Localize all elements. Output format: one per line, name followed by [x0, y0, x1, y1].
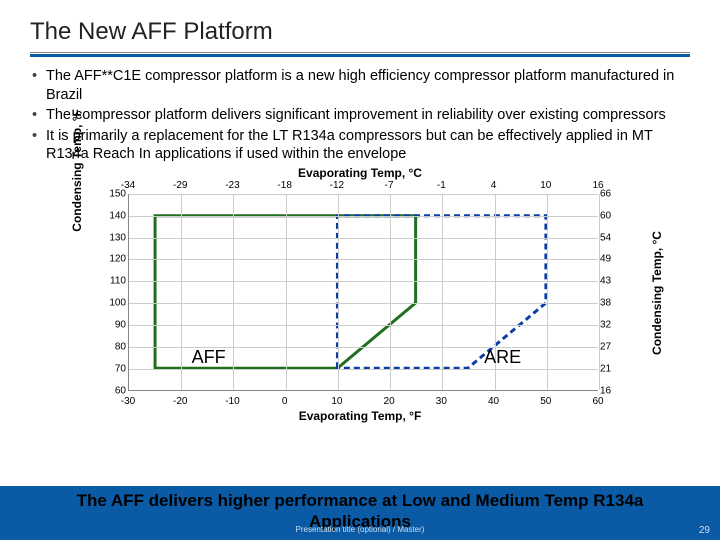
y-left-tick: 100 — [106, 298, 126, 309]
x-bottom-tick: 50 — [540, 396, 551, 407]
chart-y-right-title: Condensing Temp, °C — [650, 231, 664, 355]
x-bottom-tick: 20 — [384, 396, 395, 407]
x-bottom-tick: 30 — [436, 396, 447, 407]
x-top-tick: -23 — [225, 180, 239, 191]
y-right-tick: 38 — [600, 298, 618, 309]
gridline-v — [547, 194, 548, 390]
gridline-v — [442, 194, 443, 390]
footer-headline-line: The AFF delivers higher performance at L… — [18, 491, 702, 511]
bullet-item: The compressor platform delivers signifi… — [30, 106, 690, 125]
gridline-v — [599, 194, 600, 390]
y-right-tick: 43 — [600, 276, 618, 287]
y-right-tick: 54 — [600, 232, 618, 243]
x-bottom-tick: 60 — [592, 396, 603, 407]
gridline-h — [129, 303, 598, 304]
x-top-tick: -7 — [385, 180, 394, 191]
envelope-chart: Evaporating Temp, °C Condensing Temp, °F… — [80, 166, 640, 421]
chart-y-left-title: Condensing Temp, °F — [70, 109, 84, 232]
y-right-tick: 16 — [600, 385, 618, 396]
are-label: ARE — [484, 347, 521, 368]
y-left-tick: 90 — [106, 320, 126, 331]
x-top-tick: 16 — [592, 180, 603, 191]
x-bottom-tick: 40 — [488, 396, 499, 407]
page-number: 29 — [699, 525, 710, 536]
footer-meta: Presentation title (optional) / Master) — [0, 525, 720, 534]
y-left-tick: 130 — [106, 232, 126, 243]
x-top-tick: -12 — [330, 180, 344, 191]
x-top-tick: -1 — [437, 180, 446, 191]
x-bottom-tick: -30 — [121, 396, 135, 407]
x-top-tick: -34 — [121, 180, 135, 191]
gridline-h — [129, 259, 598, 260]
aff-label: AFF — [192, 347, 226, 368]
gridline-v — [286, 194, 287, 390]
accent-rule — [30, 54, 690, 57]
x-top-tick: -18 — [277, 180, 291, 191]
bullet-item: It is primarily a replacement for the LT… — [30, 127, 690, 164]
gridline-h — [129, 238, 598, 239]
x-bottom-tick: 10 — [331, 396, 342, 407]
x-top-tick: -29 — [173, 180, 187, 191]
gridline-v — [338, 194, 339, 390]
y-right-tick: 49 — [600, 254, 618, 265]
y-left-tick: 80 — [106, 341, 126, 352]
y-left-tick: 110 — [106, 276, 126, 287]
gridline-h — [129, 281, 598, 282]
x-top-tick: 4 — [491, 180, 497, 191]
y-left-tick: 60 — [106, 385, 126, 396]
plot-area: AFF ARE — [128, 194, 598, 391]
y-right-tick: 60 — [600, 210, 618, 221]
gridline-h — [129, 325, 598, 326]
y-right-tick: 32 — [600, 320, 618, 331]
y-right-tick: 27 — [600, 341, 618, 352]
x-top-tick: 10 — [540, 180, 551, 191]
x-bottom-tick: 0 — [282, 396, 288, 407]
gridline-h — [129, 369, 598, 370]
x-bottom-tick: -20 — [173, 396, 187, 407]
y-left-tick: 120 — [106, 254, 126, 265]
chart-top-axis-title: Evaporating Temp, °C — [80, 166, 640, 180]
divider — [30, 52, 690, 53]
y-right-tick: 21 — [600, 363, 618, 374]
chart-bottom-axis-title: Evaporating Temp, °F — [80, 409, 640, 423]
gridline-v — [233, 194, 234, 390]
x-bottom-tick: -10 — [225, 396, 239, 407]
gridline-h — [129, 216, 598, 217]
page-title: The New AFF Platform — [30, 18, 690, 50]
y-left-tick: 140 — [106, 210, 126, 221]
gridline-v — [390, 194, 391, 390]
bullet-item: The AFF**C1E compressor platform is a ne… — [30, 67, 690, 104]
y-left-tick: 70 — [106, 363, 126, 374]
bullet-list: The AFF**C1E compressor platform is a ne… — [30, 67, 690, 164]
gridline-v — [181, 194, 182, 390]
gridline-h — [129, 194, 598, 195]
